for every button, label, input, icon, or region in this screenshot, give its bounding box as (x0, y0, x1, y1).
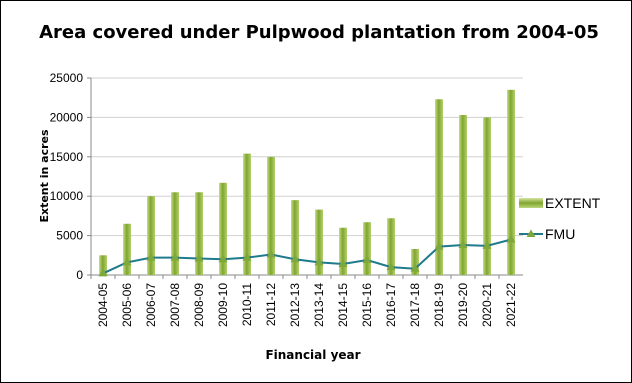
y-axis-label: Extent in acres (38, 129, 51, 223)
x-tick-label-2019-20: 2019-20 (456, 283, 470, 327)
bar-2020-21 (483, 117, 491, 276)
tick-labels: 0 5000 10000 15000 20000 25000 2004-05 2005-06 2… (50, 71, 518, 327)
bar-2011-12 (267, 156, 275, 275)
fmu-point-2012-13 (290, 254, 300, 263)
fmu-point-2021-22 (506, 234, 516, 243)
bar-2009-10 (219, 182, 227, 275)
legend-extent-swatch (519, 198, 543, 208)
x-tick-label-2007-08: 2007-08 (168, 283, 182, 327)
fmu-point-2018-19 (434, 241, 444, 250)
fmu-point-2015-16 (362, 255, 372, 264)
x-tick-label-2014-15: 2014-15 (336, 283, 350, 327)
y-tick-label-5: 25000 (50, 71, 84, 85)
legend: EXTENT FMU (519, 195, 601, 242)
x-tick-label-2006-07: 2006-07 (144, 283, 158, 327)
bar-2007-08 (171, 192, 179, 275)
legend-fmu-label: FMU (545, 226, 575, 242)
y-tick-label-3: 15000 (50, 150, 84, 164)
bar-2010-11 (243, 153, 251, 275)
fmu-point-2009-10 (218, 254, 228, 263)
bar-2021-22 (507, 89, 515, 275)
x-tick-label-2015-16: 2015-16 (360, 283, 374, 327)
fmu-point-2016-17 (386, 262, 396, 271)
x-tick-label-2008-09: 2008-09 (192, 283, 206, 327)
y-tick-label-4: 20000 (50, 110, 84, 124)
fmu-point-2007-08 (170, 252, 180, 261)
bar-2013-14 (315, 209, 323, 275)
fmu-point-2011-12 (266, 249, 276, 258)
x-axis-label: Financial year (265, 348, 360, 362)
x-tick-label-2012-13: 2012-13 (288, 283, 302, 327)
y-tick-label-2: 10000 (50, 189, 84, 203)
fmu-point-2010-11 (242, 252, 252, 261)
bar-2018-19 (435, 99, 443, 275)
legend-fmu-marker (526, 229, 536, 237)
fmu-polyline (102, 238, 512, 275)
x-tick-label-2011-12: 2011-12 (264, 283, 278, 326)
bar-2004-05 (99, 255, 107, 275)
fmu-point-2008-09 (194, 253, 204, 262)
fmu-point-2020-21 (482, 240, 492, 249)
x-tick-label-2010-11: 2010-11 (240, 283, 254, 326)
x-tick-label-2020-21: 2020-21 (480, 283, 494, 327)
y-tick-label-1: 5000 (56, 229, 83, 243)
fmu-point-2014-15 (338, 258, 348, 267)
bar-2019-20 (459, 115, 467, 275)
bar-2016-17 (387, 218, 395, 275)
x-tick-label-2018-19: 2018-19 (432, 283, 446, 327)
fmu-point-2013-14 (314, 257, 324, 266)
fmu-point-2017-18 (410, 263, 420, 272)
fmu-line (98, 234, 516, 277)
gridlines (91, 77, 523, 237)
x-tick-label-2021-22: 2021-22 (504, 283, 518, 327)
x-tick-label-2013-14: 2013-14 (312, 283, 326, 327)
y-tick-label-0: 0 (76, 268, 83, 282)
extent-bars (99, 89, 515, 276)
fmu-point-2005-06 (122, 257, 132, 266)
x-tick-label-2004-05: 2004-05 (96, 283, 110, 327)
x-tick-label-2009-10: 2009-10 (216, 283, 230, 327)
x-tick-label-2016-17: 2016-17 (384, 283, 398, 327)
bar-2014-15 (339, 227, 347, 275)
bar-2015-16 (363, 222, 371, 275)
x-tick-label-2005-06: 2005-06 (120, 283, 134, 327)
fmu-point-2006-07 (146, 252, 156, 261)
fmu-point-2019-20 (458, 240, 468, 249)
axes (87, 77, 523, 279)
bar-2008-09 (195, 192, 203, 275)
chart-title: Area covered under Pulpwood plantation f… (39, 22, 599, 43)
bar-2012-13 (291, 200, 299, 275)
bar-2005-06 (123, 223, 131, 275)
fmu-point-2004-05 (98, 268, 108, 277)
bar-2017-18 (411, 248, 419, 275)
x-tick-label-2017-18: 2017-18 (408, 283, 422, 327)
legend-extent-label: EXTENT (545, 195, 601, 211)
bar-2006-07 (147, 196, 155, 275)
